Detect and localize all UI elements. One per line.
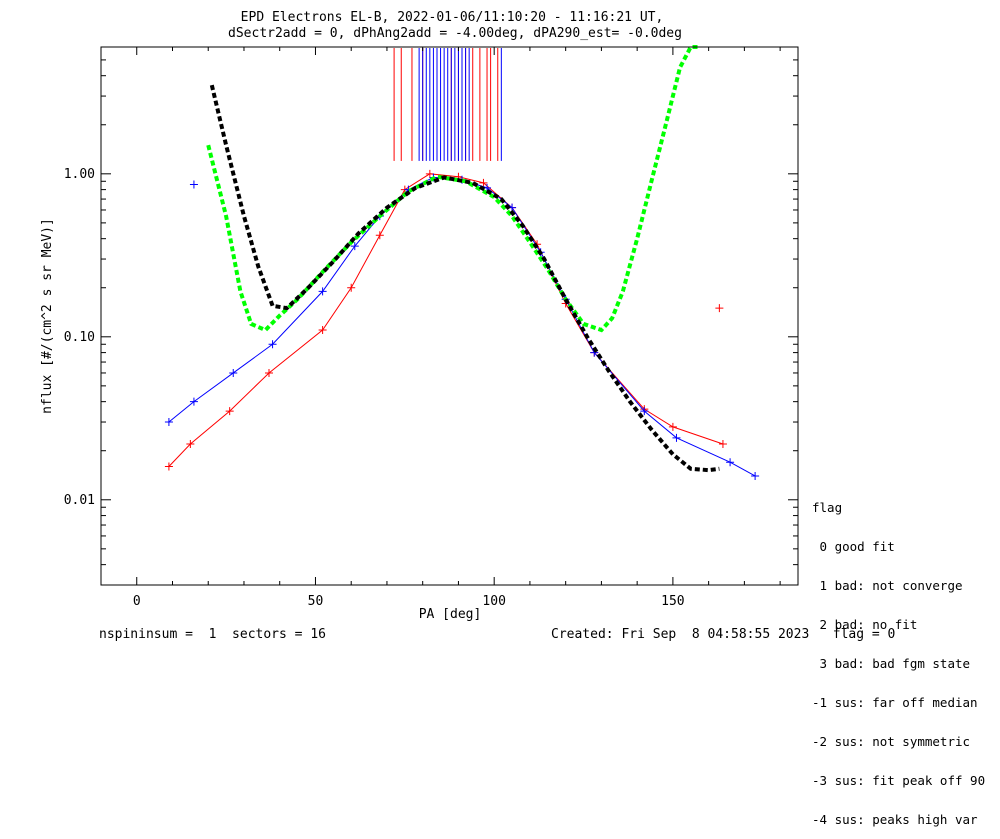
series-line-blue bbox=[168, 176, 756, 477]
data-layer bbox=[164, 45, 760, 480]
legend-title: flag bbox=[812, 500, 843, 515]
legend-item: -3 sus: fit peak off 90 bbox=[812, 773, 986, 788]
legend-item: -4 sus: peaks high var bbox=[812, 812, 978, 827]
outlier-point-red bbox=[715, 304, 724, 313]
legend-item: 2 bad: no fit bbox=[812, 617, 918, 632]
data-point-blue bbox=[229, 368, 238, 377]
flag-legend: flag 0 good fit 1 bad: not converge 2 ba… bbox=[812, 475, 985, 839]
legend-item: 0 good fit bbox=[812, 539, 895, 554]
plot-frame bbox=[100, 46, 799, 586]
x-tick-label: 0 bbox=[133, 594, 141, 609]
data-point-blue bbox=[350, 242, 359, 251]
y-tick-label: 0.01 bbox=[64, 493, 95, 508]
data-point-blue bbox=[640, 407, 649, 416]
axis-layer: 0 50 100 150 0.01 0.10 1.00 bbox=[64, 47, 798, 609]
x-tick-label: 100 bbox=[482, 594, 505, 609]
chart-subtitle: dSectr2add = 0, dPhAng2add = -4.00deg, d… bbox=[228, 26, 682, 41]
data-point-red bbox=[318, 326, 327, 335]
data-point-blue bbox=[318, 287, 327, 296]
data-point-red bbox=[347, 283, 356, 292]
data-point-blue bbox=[164, 418, 173, 427]
series-line-red bbox=[168, 173, 724, 467]
data-point-red bbox=[668, 422, 677, 431]
data-point-red bbox=[225, 407, 234, 416]
chart-title: EPD Electrons EL-B, 2022-01-06/11:10:20 … bbox=[241, 10, 664, 25]
x-axis-label: PA [deg] bbox=[419, 607, 482, 622]
data-point-red bbox=[264, 368, 273, 377]
data-point-red bbox=[186, 439, 195, 448]
data-point-blue bbox=[672, 433, 681, 442]
legend-item: 3 bad: bad fgm state bbox=[812, 656, 971, 671]
y-axis-label: nflux [#/(cm^2 s sr MeV)] bbox=[40, 218, 55, 414]
data-point-red bbox=[479, 178, 488, 187]
data-point-red bbox=[718, 439, 727, 448]
data-point-blue bbox=[726, 458, 735, 467]
chart-svg: EPD Electrons EL-B, 2022-01-06/11:10:20 … bbox=[40, 10, 799, 622]
legend-item: -1 sus: far off median bbox=[812, 695, 978, 710]
x-tick-label: 50 bbox=[308, 594, 324, 609]
data-point-red bbox=[375, 231, 384, 240]
data-point-blue bbox=[751, 471, 760, 480]
data-point-red bbox=[164, 462, 173, 471]
y-tick-label: 0.10 bbox=[64, 330, 95, 345]
outlier-point-blue bbox=[189, 180, 198, 189]
data-point-blue bbox=[189, 397, 198, 406]
footer-spin-info: nspininsum = 1 sectors = 16 bbox=[99, 627, 326, 642]
legend-item: 1 bad: not converge bbox=[812, 578, 963, 593]
y-tick-label: 1.00 bbox=[64, 167, 95, 182]
fit-curve-green bbox=[206, 45, 698, 333]
x-tick-label: 150 bbox=[661, 594, 684, 609]
data-point-red bbox=[425, 169, 434, 178]
fit-curve-black bbox=[209, 84, 720, 473]
legend-item: -2 sus: not symmetric bbox=[812, 734, 971, 749]
data-point-blue bbox=[268, 340, 277, 349]
footer-created-info: Created: Fri Sep 8 04:58:55 2023 flag = … bbox=[551, 627, 896, 642]
